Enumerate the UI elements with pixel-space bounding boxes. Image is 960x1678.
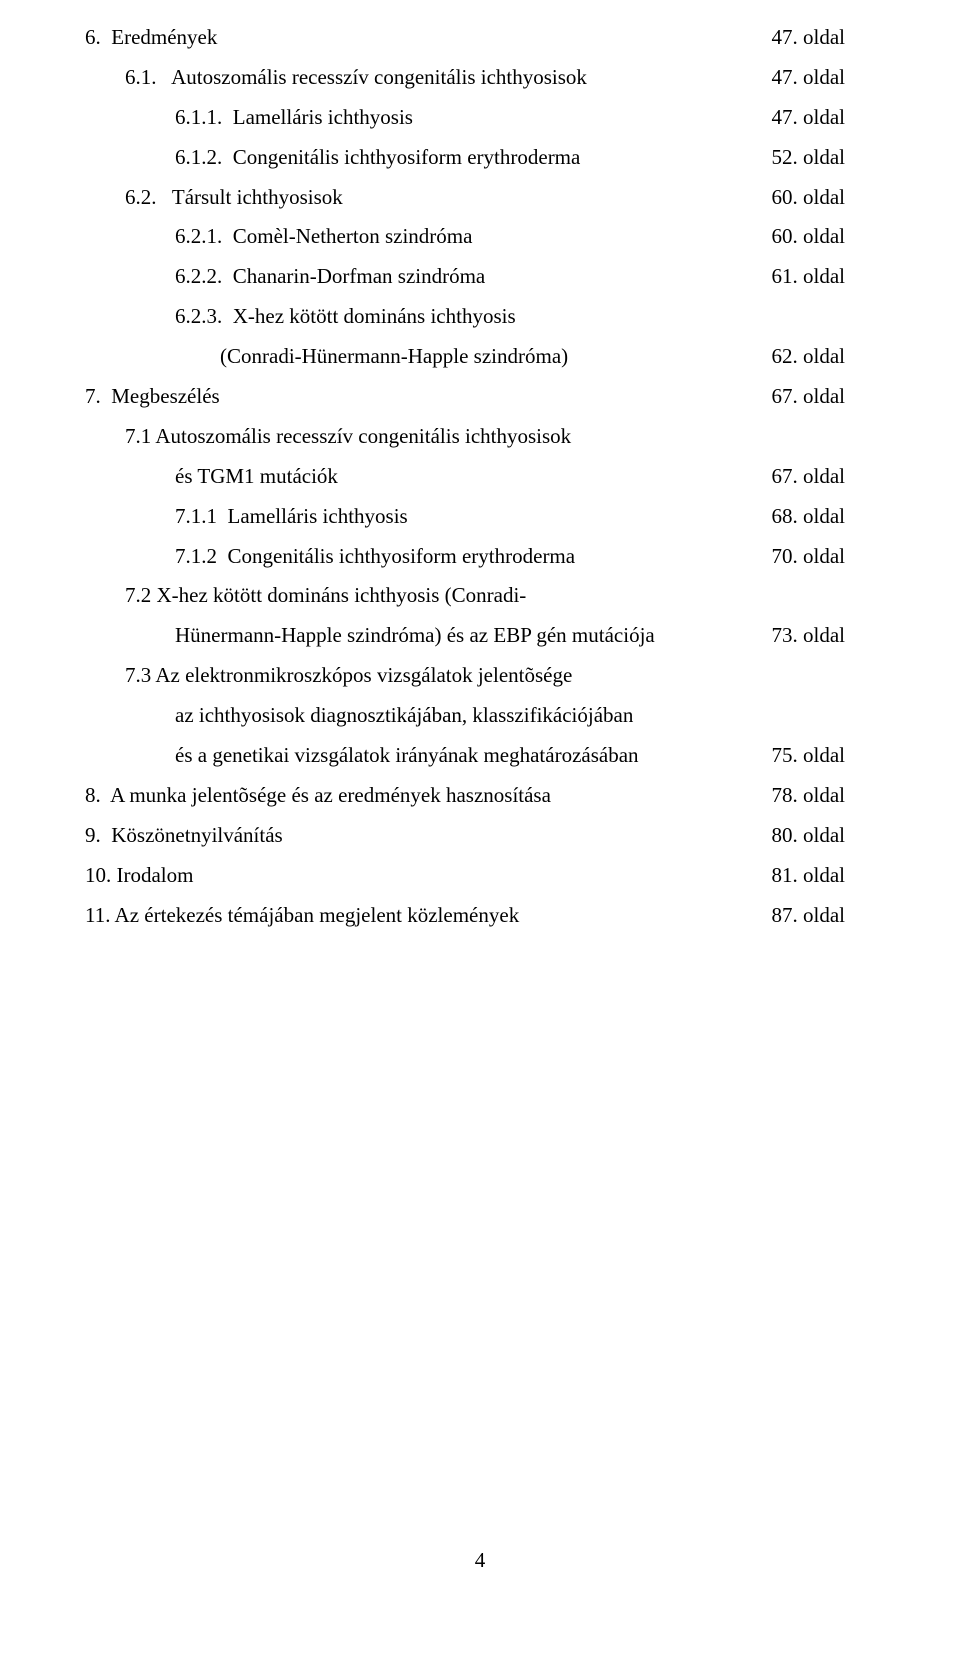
toc-label: 6.2.2. Chanarin-Dorfman szindróma bbox=[85, 257, 485, 297]
toc-page: 87. oldal bbox=[752, 896, 846, 936]
toc-label: 6.2.1. Comèl-Netherton szindróma bbox=[85, 217, 472, 257]
toc-label: Hünermann-Happle szindróma) és az EBP gé… bbox=[85, 616, 655, 656]
toc-label: 6.2. Társult ichthyosisok bbox=[85, 178, 343, 218]
toc-label: 7.1.1 Lamelláris ichthyosis bbox=[85, 497, 408, 537]
toc-page: 68. oldal bbox=[752, 497, 846, 537]
toc-page: 62. oldal bbox=[752, 337, 846, 377]
toc-row: 7.1.2 Congenitális ichthyosiform erythro… bbox=[85, 537, 845, 577]
toc-page: 80. oldal bbox=[752, 816, 846, 856]
toc-label: 8. A munka jelentõsége és az eredmények … bbox=[85, 776, 551, 816]
toc-page: 47. oldal bbox=[752, 98, 846, 138]
table-of-contents: 6. Eredmények 47. oldal 6.1. Autoszomális … bbox=[85, 18, 845, 935]
toc-row: 6.2.1. Comèl-Netherton szindróma 60. olda… bbox=[85, 217, 845, 257]
toc-row: 6.1.2. Congenitális ichthyosiform erythr… bbox=[85, 138, 845, 178]
toc-row: 6.1.1. Lamelláris ichthyosis 47. oldal bbox=[85, 98, 845, 138]
toc-page: 73. oldal bbox=[752, 616, 846, 656]
toc-page: 78. oldal bbox=[752, 776, 846, 816]
toc-row: 7.2 X-hez kötött domináns ichthyosis (Co… bbox=[85, 576, 845, 616]
toc-page: 70. oldal bbox=[752, 537, 846, 577]
toc-row: 9. Köszönetnyilvánítás 80. oldal bbox=[85, 816, 845, 856]
toc-label: az ichthyosisok diagnosztikájában, klass… bbox=[85, 696, 633, 736]
toc-row: (Conradi-Hünermann-Happle szindróma) 62. … bbox=[85, 337, 845, 377]
toc-label: 6.1.1. Lamelláris ichthyosis bbox=[85, 98, 413, 138]
toc-label: 6.2.3. X-hez kötött domináns ichthyosis bbox=[85, 297, 516, 337]
toc-page: 52. oldal bbox=[752, 138, 846, 178]
toc-page: 60. oldal bbox=[752, 217, 846, 257]
toc-row: 7.1.1 Lamelláris ichthyosis 68. oldal bbox=[85, 497, 845, 537]
page-number: 4 bbox=[0, 1548, 960, 1573]
toc-label: 7.1 Autoszomális recesszív congenitális … bbox=[85, 417, 571, 457]
toc-row: 6.2. Társult ichthyosisok 60. oldal bbox=[85, 178, 845, 218]
toc-row: 6.2.2. Chanarin-Dorfman szindróma 61. old… bbox=[85, 257, 845, 297]
toc-label: 9. Köszönetnyilvánítás bbox=[85, 816, 283, 856]
toc-page: 47. oldal bbox=[752, 58, 846, 98]
toc-row: 11. Az értekezés témájában megjelent köz… bbox=[85, 896, 845, 936]
toc-row: 8. A munka jelentõsége és az eredmények … bbox=[85, 776, 845, 816]
toc-label: 7. Megbeszélés bbox=[85, 377, 220, 417]
toc-page: 81. oldal bbox=[752, 856, 846, 896]
toc-row: az ichthyosisok diagnosztikájában, klass… bbox=[85, 696, 845, 736]
toc-row: 6.2.3. X-hez kötött domináns ichthyosis bbox=[85, 297, 845, 337]
toc-row: 7. Megbeszélés 67. oldal bbox=[85, 377, 845, 417]
toc-row: 7.1 Autoszomális recesszív congenitális … bbox=[85, 417, 845, 457]
toc-page: 47. oldal bbox=[752, 18, 846, 58]
toc-label: 6. Eredmények bbox=[85, 18, 217, 58]
toc-page: 75. oldal bbox=[752, 736, 846, 776]
toc-row: és TGM1 mutációk 67. oldal bbox=[85, 457, 845, 497]
toc-label: 6.1. Autoszomális recesszív congenitális… bbox=[85, 58, 587, 98]
toc-page: 67. oldal bbox=[752, 457, 846, 497]
toc-row: 10. Irodalom 81. oldal bbox=[85, 856, 845, 896]
toc-row: és a genetikai vizsgálatok irányának meg… bbox=[85, 736, 845, 776]
toc-label: 10. Irodalom bbox=[85, 856, 193, 896]
toc-label: 7.2 X-hez kötött domináns ichthyosis (Co… bbox=[85, 576, 526, 616]
toc-label: 7.3 Az elektronmikroszkópos vizsgálatok … bbox=[85, 656, 572, 696]
toc-label: 11. Az értekezés témájában megjelent köz… bbox=[85, 896, 519, 936]
toc-row: 7.3 Az elektronmikroszkópos vizsgálatok … bbox=[85, 656, 845, 696]
toc-page: 61. oldal bbox=[752, 257, 846, 297]
toc-row: Hünermann-Happle szindróma) és az EBP gé… bbox=[85, 616, 845, 656]
toc-label: és TGM1 mutációk bbox=[85, 457, 338, 497]
toc-row: 6. Eredmények 47. oldal bbox=[85, 18, 845, 58]
toc-row: 6.1. Autoszomális recesszív congenitális… bbox=[85, 58, 845, 98]
toc-label: 7.1.2 Congenitális ichthyosiform erythro… bbox=[85, 537, 575, 577]
toc-label: és a genetikai vizsgálatok irányának meg… bbox=[85, 736, 639, 776]
toc-page: 67. oldal bbox=[752, 377, 846, 417]
toc-label: 6.1.2. Congenitális ichthyosiform erythr… bbox=[85, 138, 580, 178]
toc-label: (Conradi-Hünermann-Happle szindróma) bbox=[85, 337, 568, 377]
toc-page: 60. oldal bbox=[752, 178, 846, 218]
